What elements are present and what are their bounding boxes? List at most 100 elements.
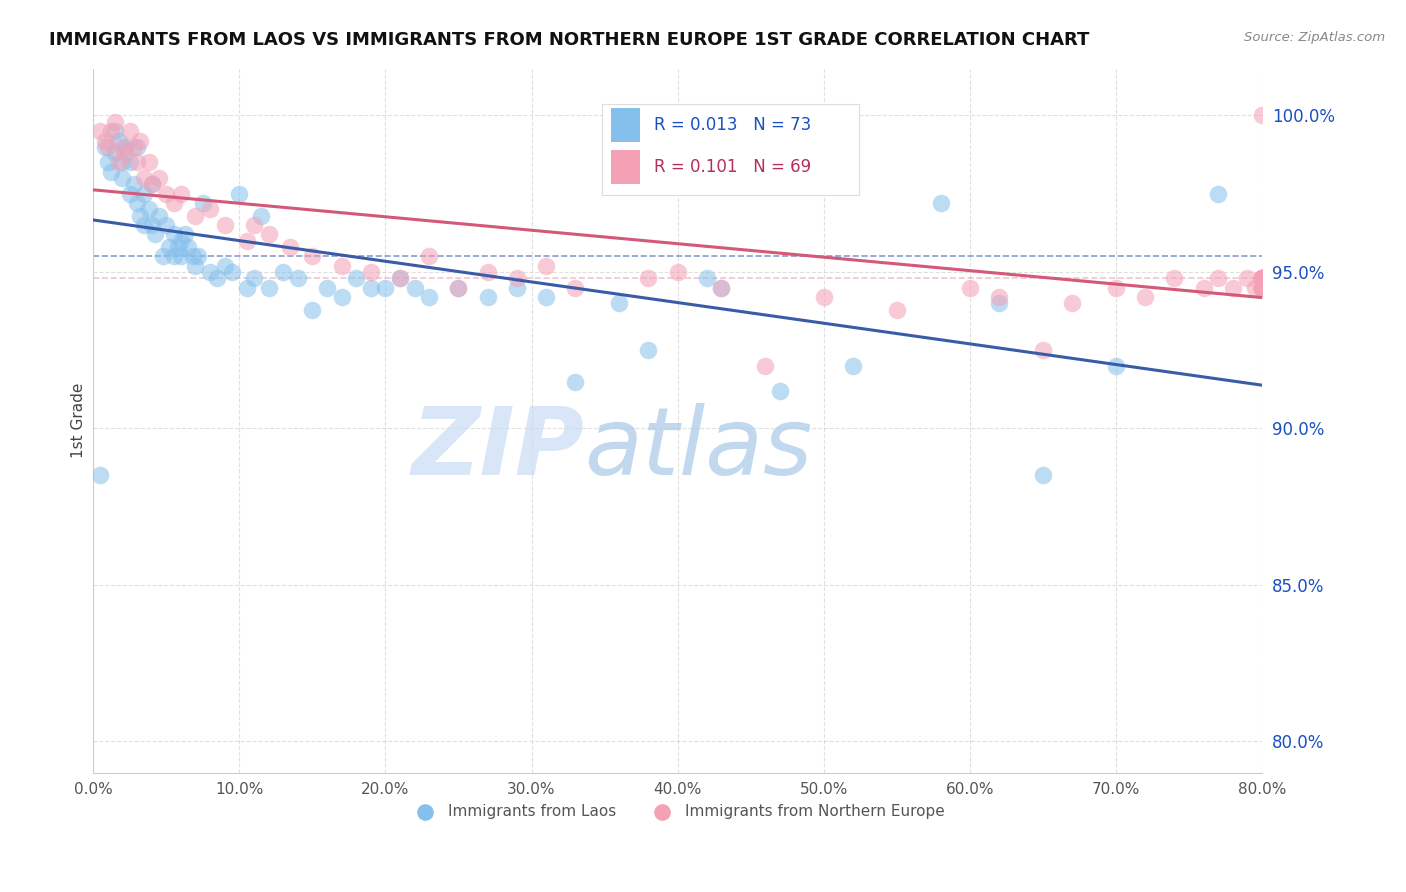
Point [447,280,470,294]
Point [138,155,160,169]
Point [534,259,557,273]
Text: IMMIGRANTS FROM LAOS VS IMMIGRANTS FROM NORTHERN EUROPE 1ST GRADE CORRELATION CH: IMMIGRANTS FROM LAOS VS IMMIGRANTS FROM … [49,31,1090,49]
Point [100,124,122,138]
Point [330,259,353,273]
Text: Source: ZipAtlas.com: Source: ZipAtlas.com [1244,31,1385,45]
Point [100,165,122,179]
Point [89,468,111,483]
Point [301,249,323,263]
Point [257,280,280,294]
Point [89,124,111,138]
Point [129,134,152,148]
Point [184,259,207,273]
Point [134,186,156,201]
Point [534,290,557,304]
Point [111,171,134,186]
Point [187,249,209,263]
Point [1251,271,1274,285]
Point [170,234,193,248]
Point [125,196,148,211]
Point [1251,271,1274,285]
Point [257,227,280,242]
Point [1236,271,1258,285]
Point [842,359,865,373]
Point [1243,280,1265,294]
Point [418,290,440,304]
Bar [612,109,640,142]
Point [769,384,792,398]
Point [162,249,184,263]
Point [207,271,229,285]
Point [374,280,396,294]
Point [1251,280,1274,294]
Text: atlas: atlas [583,403,813,494]
Point [122,178,145,192]
Point [447,280,470,294]
Point [929,196,952,211]
Point [1251,280,1274,294]
Point [1251,280,1274,294]
Point [118,186,141,201]
Point [198,202,221,217]
Point [108,155,131,169]
Point [637,271,659,285]
Point [564,375,586,389]
Point [97,140,120,154]
Point [330,290,353,304]
Point [138,202,160,217]
Point [637,343,659,358]
Point [250,209,273,223]
Point [111,155,134,169]
Bar [612,151,640,185]
Point [152,249,174,263]
Point [191,196,214,211]
Point [157,240,180,254]
Point [360,280,382,294]
Point [243,218,266,232]
Point [710,280,733,294]
Point [477,265,499,279]
Point [155,186,177,201]
Point [148,171,170,186]
Point [214,259,236,273]
Point [141,218,163,232]
Point [94,140,117,154]
Point [607,296,630,310]
Point [1251,271,1274,285]
Point [235,280,257,294]
Point [114,140,136,154]
Point [167,240,190,254]
Point [506,280,529,294]
Point [174,227,197,242]
Point [97,155,120,169]
Point [129,209,152,223]
Point [108,134,131,148]
Point [271,265,294,279]
Point [162,227,184,242]
Point [1251,280,1274,294]
Point [506,271,529,285]
Point [389,271,412,285]
Point [418,249,440,263]
Point [118,155,141,169]
Point [710,280,733,294]
Point [181,249,204,263]
Point [988,296,1011,310]
Point [104,146,127,161]
Point [280,240,302,254]
Point [1206,271,1229,285]
Point [134,218,156,232]
Legend: Immigrants from Laos, Immigrants from Northern Europe: Immigrants from Laos, Immigrants from No… [404,797,952,825]
Point [243,271,266,285]
Point [111,140,134,154]
Point [696,271,718,285]
Point [1192,280,1215,294]
Point [1105,359,1128,373]
Point [316,280,339,294]
Point [184,209,207,223]
Point [1133,290,1156,304]
Point [1222,280,1244,294]
Point [1251,280,1274,294]
Point [162,196,184,211]
Point [666,265,689,279]
